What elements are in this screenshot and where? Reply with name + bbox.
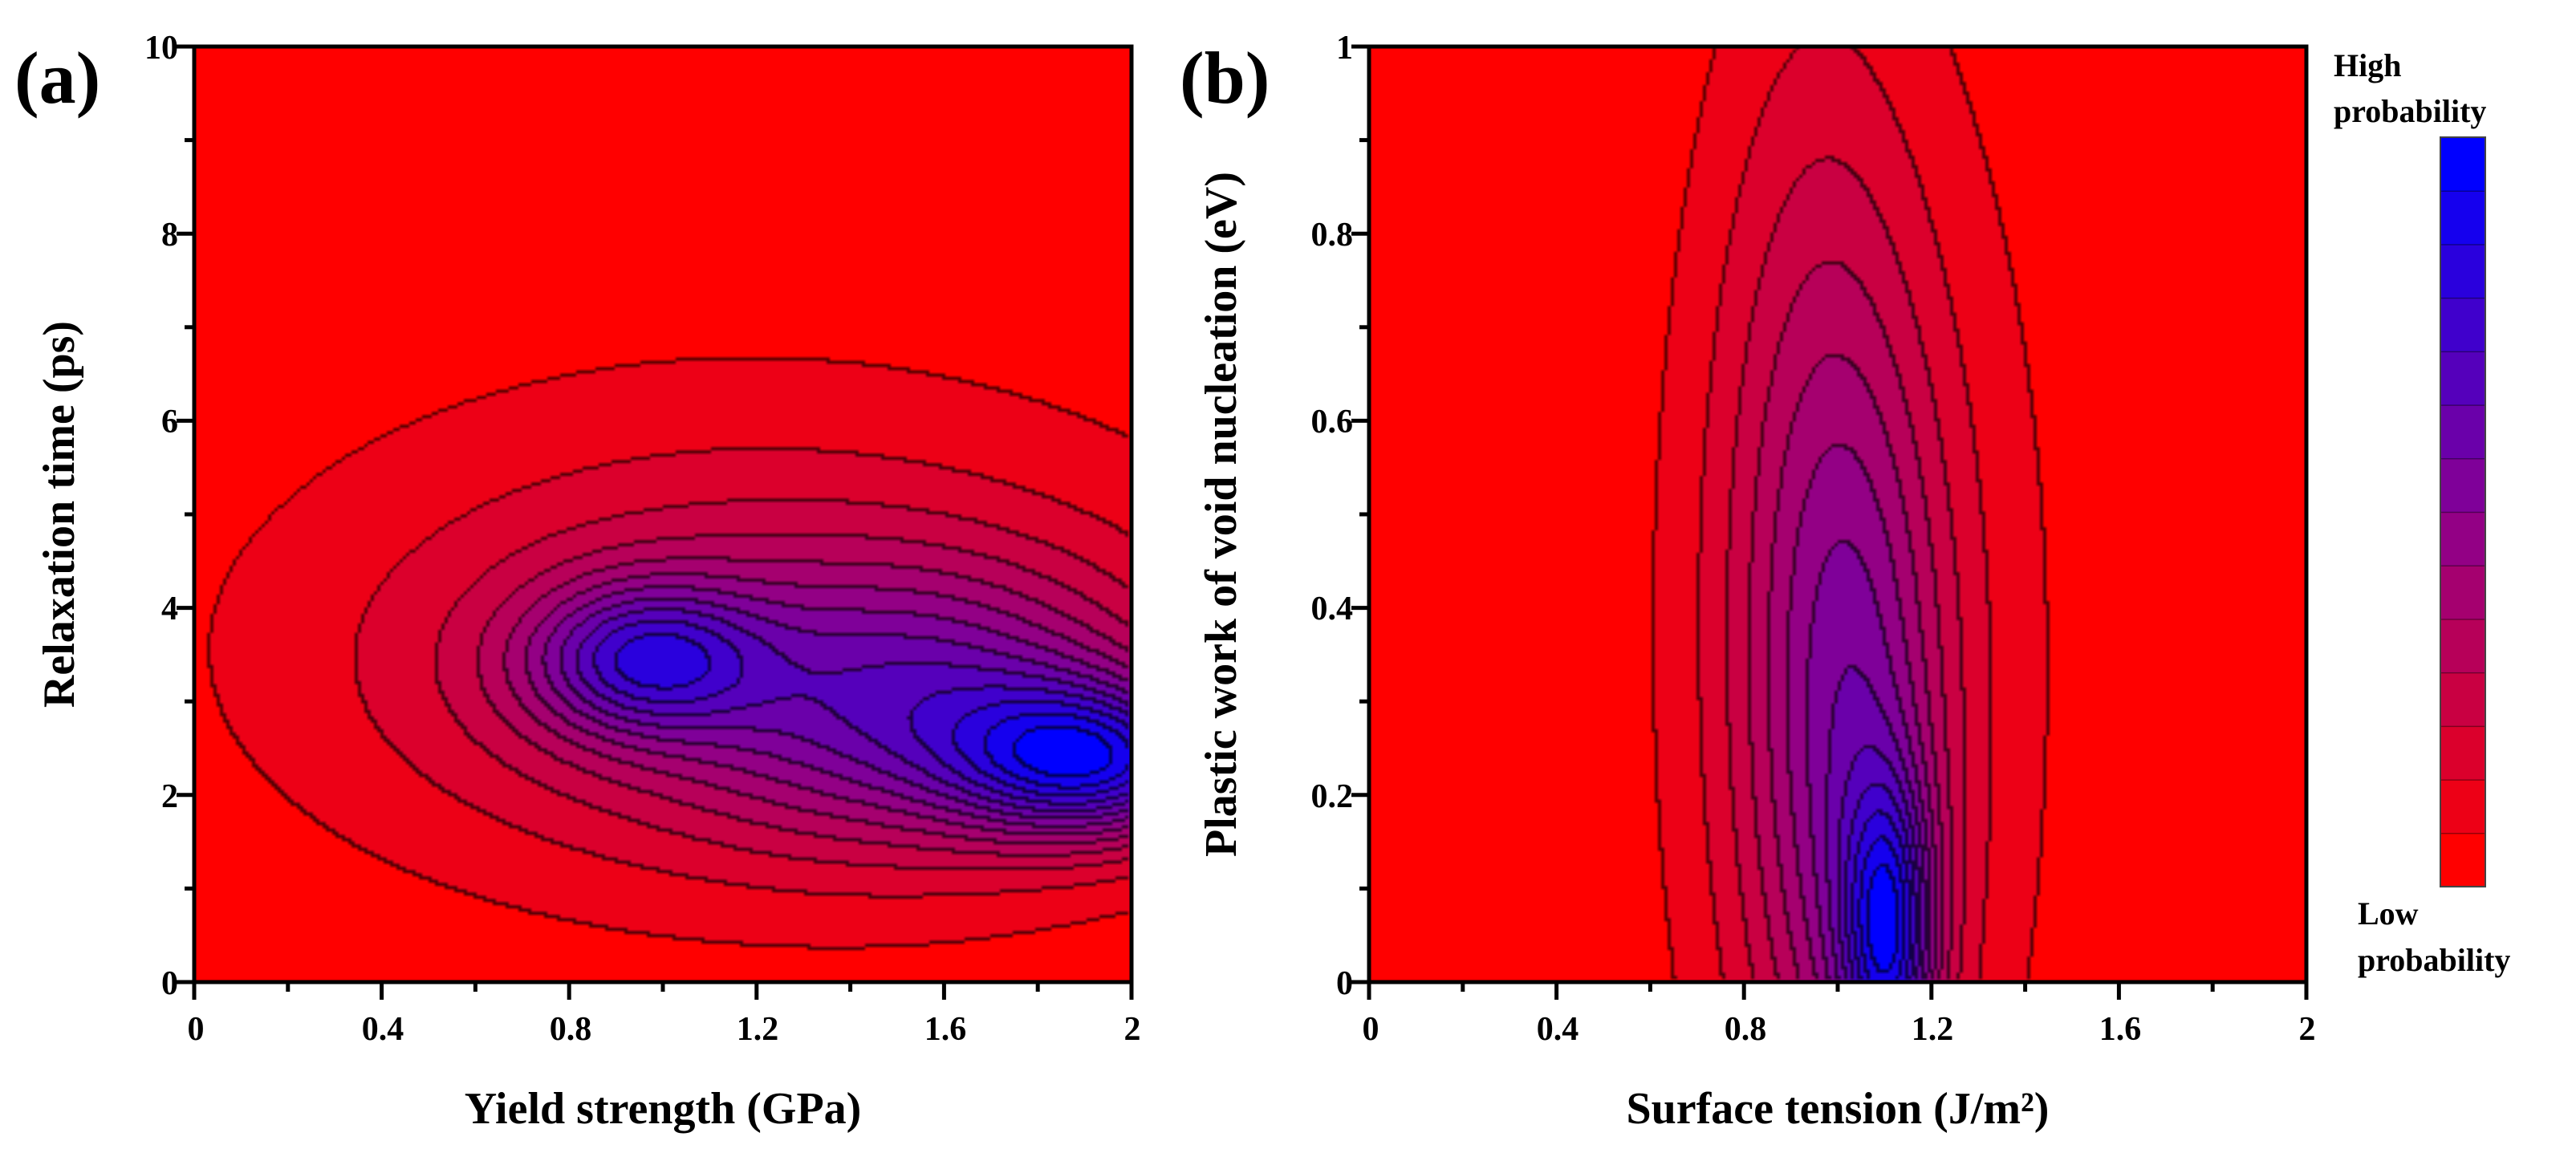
colorbar-high-label-line2: probability bbox=[2334, 93, 2486, 129]
panel-a-y-tick-label: 0 bbox=[161, 965, 178, 1002]
panel-b-heatmap-image bbox=[1369, 47, 2306, 982]
panel-b-heatmap: (b) 0 0.4 0.8 1.2 1.6 2 0 0.2 0.4 0.6 0.… bbox=[1180, 30, 2316, 1134]
panel-b-x-tick-label: 0.4 bbox=[1537, 1011, 1579, 1048]
panel-b-x-tick-label: 1.2 bbox=[1912, 1011, 1954, 1048]
panel-a-x-tick-label: 2 bbox=[1124, 1011, 1141, 1048]
panel-a-x-tick-label: 1.6 bbox=[924, 1011, 967, 1048]
panel-b-x-tick-label: 0.8 bbox=[1725, 1011, 1767, 1048]
panel-b-y-tick-label: 0.8 bbox=[1311, 217, 1354, 254]
colorbar-level-swatch bbox=[2440, 351, 2486, 406]
colorbar-level-swatch bbox=[2440, 725, 2486, 781]
panel-b-y-axis-label: Plastic work of void nucleation (eV) bbox=[1197, 172, 1246, 857]
panel-b-label: (b) bbox=[1180, 37, 1270, 119]
panel-a-y-tick-label: 6 bbox=[161, 404, 178, 440]
panel-b-y-tick-label: 0.4 bbox=[1311, 591, 1354, 627]
colorbar-level-swatch bbox=[2440, 564, 2486, 620]
panel-b-x-ticks bbox=[1367, 982, 2309, 1000]
panel-a-y-axis-label: Relaxation time (ps) bbox=[35, 321, 84, 708]
panel-a-x-tick-label: 0 bbox=[188, 1011, 205, 1048]
panel-a-x-tick-label: 1.2 bbox=[737, 1011, 779, 1048]
panel-b-y-tick-label: 0 bbox=[1336, 965, 1353, 1002]
panel-a-heatmap: (a) 0 0.4 0.8 1.2 1.6 2 0 2 4 6 8 10 Yie… bbox=[14, 30, 1141, 1134]
panel-a-y-tick-label: 10 bbox=[144, 30, 178, 67]
colorbar-low-label: Low bbox=[2358, 895, 2419, 932]
colorbar-frame bbox=[2440, 136, 2486, 887]
colorbar: High probability Low probability bbox=[2334, 47, 2510, 978]
panel-b-x-axis-label: Surface tension (J/m²) bbox=[1627, 1084, 2050, 1134]
panel-a-heatmap-image bbox=[194, 47, 1132, 982]
colorbar-level-swatch bbox=[2440, 136, 2486, 192]
colorbar-level-swatch bbox=[2440, 832, 2486, 888]
colorbar-level-swatch bbox=[2440, 189, 2486, 246]
colorbar-level-swatch bbox=[2440, 243, 2486, 299]
panel-a-label: (a) bbox=[14, 37, 100, 119]
panel-a-y-ticks bbox=[177, 44, 194, 984]
panel-b-x-tick-label: 0 bbox=[1363, 1011, 1379, 1048]
colorbar-level-swatch bbox=[2440, 457, 2486, 514]
colorbar-level-swatch bbox=[2440, 404, 2486, 460]
colorbar-level-swatch bbox=[2440, 672, 2486, 728]
colorbar-level-swatch bbox=[2440, 511, 2486, 566]
panel-b-x-tick-label: 2 bbox=[2299, 1011, 2316, 1048]
colorbar-level-swatch bbox=[2440, 778, 2486, 834]
panel-b-y-tick-label: 0.2 bbox=[1311, 778, 1354, 815]
panel-a-y-tick-label: 8 bbox=[161, 217, 178, 254]
panel-b-x-tick-label: 1.6 bbox=[2099, 1011, 2142, 1048]
panel-b-y-tick-label: 1 bbox=[1336, 30, 1353, 67]
panel-a-y-tick-label: 2 bbox=[161, 778, 178, 815]
panel-b-y-ticks bbox=[1351, 44, 1369, 984]
panel-a-x-tick-label: 0.8 bbox=[550, 1011, 592, 1048]
colorbar-high-label: High bbox=[2334, 47, 2401, 83]
panel-a-y-tick-label: 4 bbox=[161, 591, 178, 627]
colorbar-level-swatch bbox=[2440, 618, 2486, 674]
panel-a-x-ticks bbox=[192, 982, 1134, 1000]
colorbar-levels bbox=[2440, 136, 2486, 888]
panel-a-x-tick-label: 0.4 bbox=[362, 1011, 404, 1048]
panel-a-x-axis-label: Yield strength (GPa) bbox=[465, 1084, 862, 1134]
panel-b-y-tick-label: 0.6 bbox=[1311, 404, 1354, 440]
colorbar-level-swatch bbox=[2440, 297, 2486, 353]
colorbar-low-label-line2: probability bbox=[2358, 942, 2510, 978]
